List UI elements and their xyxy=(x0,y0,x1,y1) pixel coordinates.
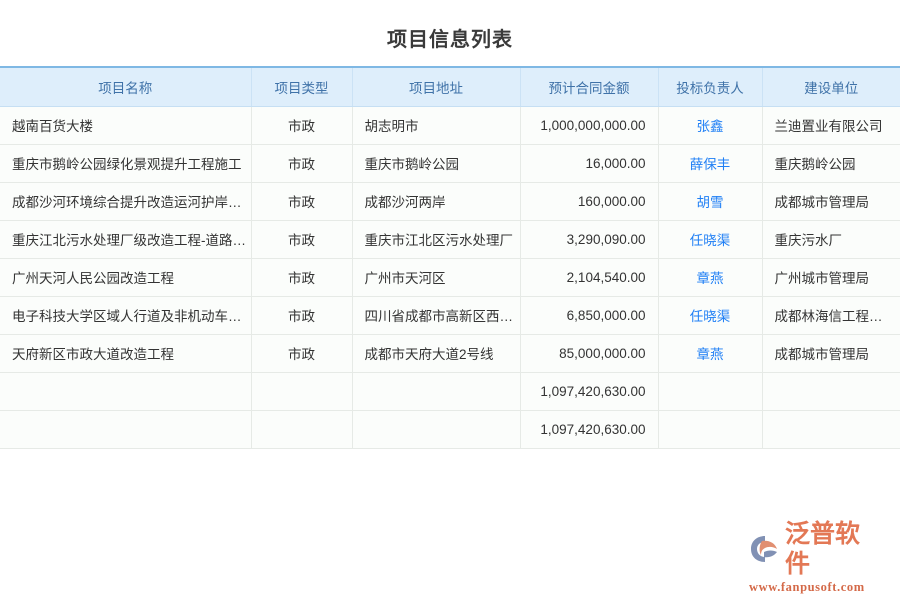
bid-manager-link[interactable]: 胡雪 xyxy=(696,195,724,210)
cell-project-name: 广州天河人民公园改造工程 xyxy=(0,258,252,297)
bid-manager-link[interactable]: 任晓渠 xyxy=(689,233,731,248)
cell-project-address: 广州市天河区 xyxy=(352,258,521,297)
cell-bid-manager[interactable]: 任晓渠 xyxy=(658,220,763,259)
table-row[interactable]: 成都沙河环境综合提升改造运河护岸… 市政 成都沙河两岸 160,000.00 胡雪 成都城… xyxy=(0,182,900,221)
cell-estimated-contract-amount: 2,104,540.00 xyxy=(520,258,659,297)
cell-bid-manager xyxy=(658,410,763,449)
cell-estimated-contract-amount: 1,097,420,630.00 xyxy=(520,372,659,411)
project-info-table-container: 项目名称 项目类型 项目地址 预计合同金额 投标负责人 建设单位 越南百货大楼市… xyxy=(0,66,900,449)
cell-construction-unit: 广州城市管理局 xyxy=(762,258,900,297)
table-row[interactable]: 天府新区市政大道改造工程 市政 成都市天府大道2号线 85,000,000.00 章燕 成… xyxy=(0,334,900,373)
table-row[interactable]: 重庆江北污水处理厂级改造工程-道路… 市政 重庆市江北区污水处理厂 3,290,090… xyxy=(0,220,900,259)
watermark-brand-row: 泛普软件 xyxy=(748,519,882,579)
cell-construction-unit: 成都城市管理局 xyxy=(762,182,900,221)
bid-manager-link[interactable]: 张鑫 xyxy=(696,119,724,134)
cell-estimated-contract-amount: 16,000.00 xyxy=(520,144,659,183)
cell-project-type xyxy=(251,410,353,449)
column-header-estimated-contract-amount[interactable]: 预计合同金额 xyxy=(520,66,659,107)
page-title: 项目信息列表 xyxy=(387,29,513,51)
cell-construction-unit xyxy=(762,410,900,449)
cell-project-address: 重庆市江北区污水处理厂 xyxy=(352,220,521,259)
cell-bid-manager[interactable]: 张鑫 xyxy=(658,106,763,145)
column-header-project-type[interactable]: 项目类型 xyxy=(251,66,353,107)
cell-bid-manager[interactable]: 薛保丰 xyxy=(658,144,763,183)
fanpu-logo-icon xyxy=(748,534,780,564)
cell-project-name: 重庆市鹅岭公园绿化景观提升工程施工 xyxy=(0,144,252,183)
cell-project-address: 成都市天府大道2号线 xyxy=(352,334,521,373)
cell-project-type: 市政 xyxy=(251,334,353,373)
cell-project-address: 四川省成都市高新区西… xyxy=(352,296,521,335)
column-header-project-address[interactable]: 项目地址 xyxy=(352,66,521,107)
table-row[interactable]: 广州天河人民公园改造工程 市政 广州市天河区 2,104,540.00 章燕 广州城市管理… xyxy=(0,258,900,297)
cell-bid-manager[interactable]: 任晓渠 xyxy=(658,296,763,335)
cell-project-address: 成都沙河两岸 xyxy=(352,182,521,221)
cell-bid-manager[interactable]: 章燕 xyxy=(658,334,763,373)
cell-construction-unit: 重庆污水厂 xyxy=(762,220,900,259)
cell-construction-unit: 重庆鹅岭公园 xyxy=(762,144,900,183)
cell-project-type: 市政 xyxy=(251,106,353,145)
watermark-brand-text: 泛普软件 xyxy=(785,519,861,578)
cell-project-name: 天府新区市政大道改造工程 xyxy=(0,334,252,373)
table-header-row: 项目名称 项目类型 项目地址 预计合同金额 投标负责人 建设单位 xyxy=(0,66,900,107)
cell-project-type: 市政 xyxy=(251,144,353,183)
cell-estimated-contract-amount: 160,000.00 xyxy=(520,182,659,221)
cell-construction-unit: 兰迪置业有限公司 xyxy=(762,106,900,145)
cell-project-address xyxy=(352,372,521,411)
cell-project-type: 市政 xyxy=(251,258,353,297)
cell-project-type: 市政 xyxy=(251,182,353,221)
cell-construction-unit: 成都林海信工程… xyxy=(762,296,900,335)
table-row[interactable]: 越南百货大楼 市政 胡志明市 1,000,000,000.00 张鑫 兰迪置业有限公司 xyxy=(0,106,900,145)
cell-project-type: 市政 xyxy=(251,296,353,335)
column-header-project-name[interactable]: 项目名称 xyxy=(0,66,252,107)
bid-manager-link[interactable]: 薛保丰 xyxy=(689,157,731,172)
bid-manager-link[interactable]: 任晓渠 xyxy=(689,309,731,324)
cell-project-name xyxy=(0,372,252,411)
table-row[interactable]: 1,097,420,630.00 xyxy=(0,410,900,449)
table-header: 项目名称 项目类型 项目地址 预计合同金额 投标负责人 建设单位 xyxy=(0,66,900,107)
column-header-bid-manager[interactable]: 投标负责人 xyxy=(658,66,763,107)
bid-manager-link[interactable]: 章燕 xyxy=(696,347,724,362)
cell-project-name: 越南百货大楼 xyxy=(0,106,252,145)
column-header-construction-unit[interactable]: 建设单位 xyxy=(762,66,900,107)
cell-construction-unit: 成都城市管理局 xyxy=(762,334,900,373)
project-info-table: 项目名称 项目类型 项目地址 预计合同金额 投标负责人 建设单位 越南百货大楼市… xyxy=(0,66,900,449)
cell-estimated-contract-amount: 6,850,000.00 xyxy=(520,296,659,335)
cell-project-address: 胡志明市 xyxy=(352,106,521,145)
cell-project-name xyxy=(0,410,252,449)
table-row[interactable]: 1,097,420,630.00 xyxy=(0,372,900,411)
cell-project-address xyxy=(352,410,521,449)
bid-manager-link[interactable]: 章燕 xyxy=(696,271,724,286)
table-body: 越南百货大楼 市政 胡志明市 1,000,000,000.00 张鑫 兰迪置业有限公司 重庆… xyxy=(0,106,900,449)
cell-estimated-contract-amount: 1,097,420,630.00 xyxy=(520,410,659,449)
cell-estimated-contract-amount: 1,000,000,000.00 xyxy=(520,106,659,145)
cell-project-name: 成都沙河环境综合提升改造运河护岸… xyxy=(0,182,252,221)
cell-project-type xyxy=(251,372,353,411)
table-row[interactable]: 重庆市鹅岭公园绿化景观提升工程施工 市政 重庆市鹅岭公园 16,000.00 薛保丰 重庆… xyxy=(0,144,900,183)
watermark-url: www.fanpusoft.com xyxy=(749,580,865,594)
cell-estimated-contract-amount: 85,000,000.00 xyxy=(520,334,659,373)
cell-estimated-contract-amount: 3,290,090.00 xyxy=(520,220,659,259)
cell-project-name: 重庆江北污水处理厂级改造工程-道路… xyxy=(0,220,252,259)
cell-construction-unit xyxy=(762,372,900,411)
table-row[interactable]: 电子科技大学区域人行道及非机动车… 市政 四川省成都市高新区西… 6,850,000.… xyxy=(0,296,900,335)
cell-bid-manager[interactable]: 章燕 xyxy=(658,258,763,297)
cell-project-type: 市政 xyxy=(251,220,353,259)
cell-bid-manager[interactable]: 胡雪 xyxy=(658,182,763,221)
cell-project-name: 电子科技大学区域人行道及非机动车… xyxy=(0,296,252,335)
watermark-logo: 泛普软件 www.fanpusoft.com xyxy=(748,519,882,594)
cell-bid-manager xyxy=(658,372,763,411)
cell-project-address: 重庆市鹅岭公园 xyxy=(352,144,521,183)
